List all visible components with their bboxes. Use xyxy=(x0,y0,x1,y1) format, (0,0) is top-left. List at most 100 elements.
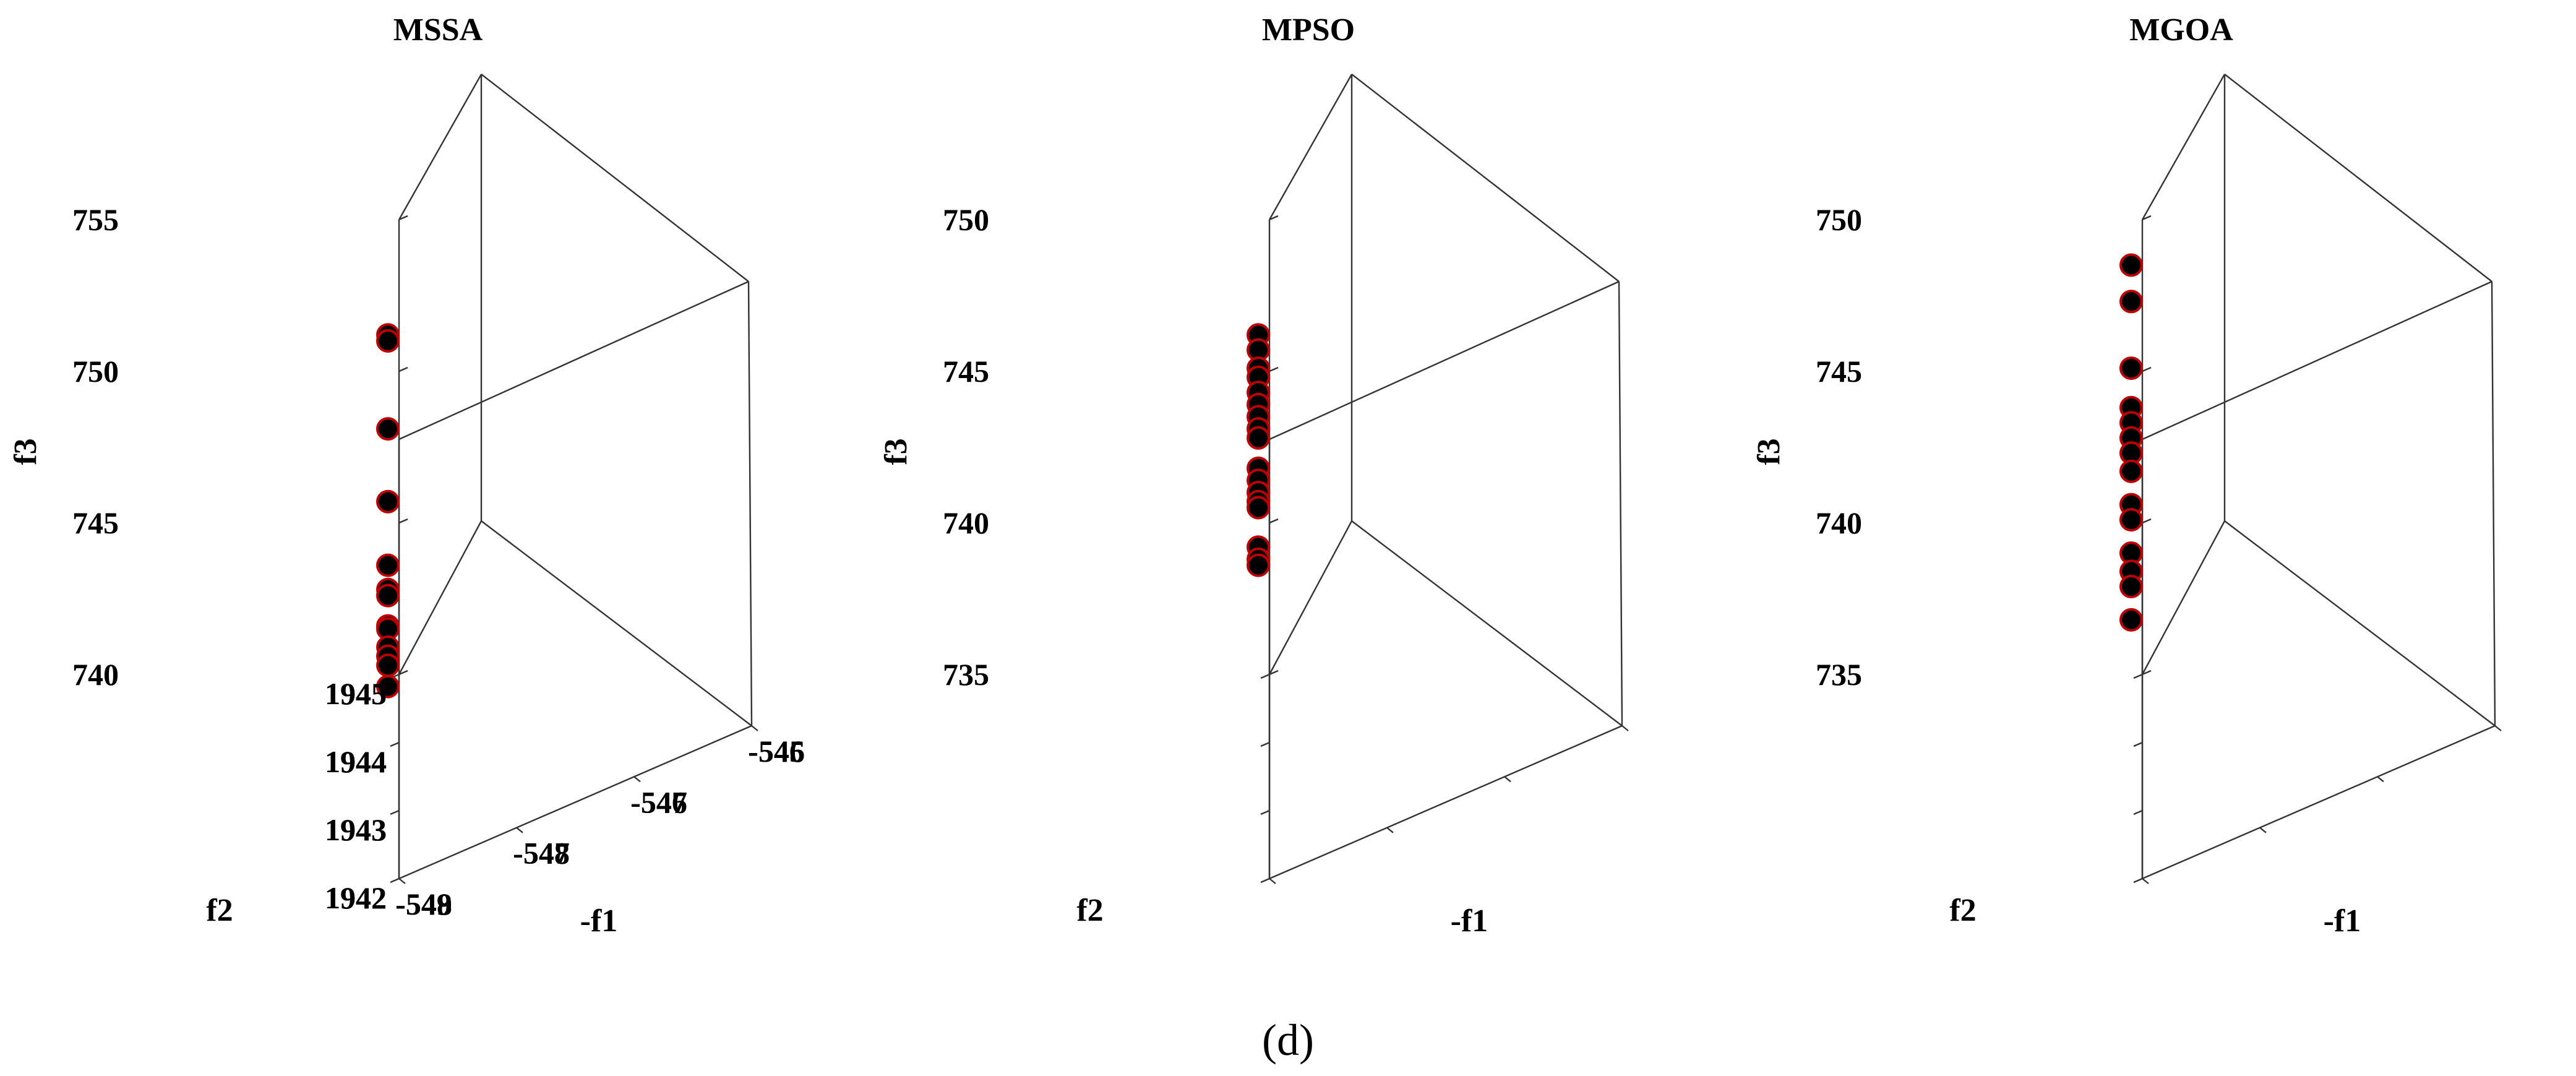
data-point xyxy=(376,583,400,608)
edge-bottom-back xyxy=(1351,520,1623,726)
y-tick-mark xyxy=(390,877,400,884)
y-tick-label: 1944 xyxy=(325,744,387,779)
x-tick-label: -548 xyxy=(513,836,570,871)
z-tick-mark xyxy=(2142,215,2152,221)
edge-bottom-left xyxy=(2141,520,2226,675)
data-point xyxy=(2119,574,2143,598)
z-tick-mark xyxy=(1269,518,1279,524)
z-tick-mark xyxy=(2142,669,2152,676)
y-tick-label: 1942 xyxy=(325,880,387,915)
edge-x-axis xyxy=(1269,725,1623,880)
data-point xyxy=(376,329,400,353)
z-tick-mark xyxy=(1269,215,1279,221)
x-tick-label: -546 xyxy=(630,785,687,819)
panel-mpso: MPSO7357407457501942194319441945-549-548… xyxy=(325,12,1629,939)
edge-right-vertical xyxy=(747,281,753,726)
x-tick-label: -549 xyxy=(395,887,452,921)
data-point xyxy=(1247,553,1270,577)
panel-title: MGOA xyxy=(2129,12,2233,48)
y-axis-label: f2 xyxy=(1076,893,1103,928)
y-tick-mark xyxy=(1260,809,1270,816)
panel-title: MPSO xyxy=(1262,12,1355,48)
z-axis-label: f3 xyxy=(8,438,43,465)
data-point xyxy=(376,489,400,514)
data-point xyxy=(2119,290,2143,314)
edge-x-axis xyxy=(2142,725,2496,880)
y-tick-mark xyxy=(390,741,400,747)
figure-caption: (d) xyxy=(1262,1015,1314,1065)
z-axis-label: f3 xyxy=(878,438,914,465)
y-tick-label: 1942 xyxy=(325,880,387,915)
data-point xyxy=(2119,608,2143,632)
z-tick-label: 750 xyxy=(943,202,989,237)
data-point xyxy=(2119,508,2143,532)
panel-mgoa: MGOA7357407457501942194319441945-549-548… xyxy=(325,12,2502,939)
x-tick-label: -549 xyxy=(395,887,452,921)
data-point xyxy=(2119,356,2143,381)
z-axis-label: f3 xyxy=(1751,438,1787,465)
edge-bottom-back xyxy=(481,520,752,726)
y-tick-label: 1942 xyxy=(325,880,387,915)
x-tick-label: -548 xyxy=(395,887,452,921)
data-point xyxy=(2119,459,2143,483)
z-tick-label: 740 xyxy=(943,506,989,540)
z-tick-label: 750 xyxy=(72,354,119,389)
panel-mssa: MSSA7407457507551942194319441945-548-547… xyxy=(8,12,805,939)
data-point xyxy=(376,674,400,699)
y-tick-label: 1945 xyxy=(325,676,387,711)
x-tick-label: -547 xyxy=(630,785,687,819)
x-tick-label: -547 xyxy=(630,785,687,819)
y-tick-label: 1944 xyxy=(325,744,387,779)
edge-top-left xyxy=(2141,74,2226,220)
z-tick-label: 740 xyxy=(72,657,119,692)
y-tick-mark xyxy=(2133,809,2143,816)
z-tick-label: 755 xyxy=(72,202,119,237)
x-tick-label: -547 xyxy=(513,836,570,871)
x-tick-mark xyxy=(1386,827,1394,833)
edge-top-left xyxy=(1268,74,1353,220)
y-tick-mark xyxy=(390,809,400,816)
x-tick-mark xyxy=(398,878,406,884)
edge-top-back xyxy=(1351,74,1620,282)
edge-right-vertical xyxy=(2491,281,2496,726)
panel-title: MSSA xyxy=(393,12,483,48)
y-tick-mark xyxy=(1260,877,1270,884)
x-tick-mark xyxy=(1504,776,1511,783)
z-tick-mark xyxy=(2142,518,2152,524)
x-tick-label: -546 xyxy=(748,734,805,768)
y-tick-label: 1943 xyxy=(325,812,387,847)
x-tick-mark xyxy=(2259,827,2267,833)
z-tick-label: 745 xyxy=(943,354,989,389)
edge-top-left xyxy=(398,74,483,220)
y-axis-label: f2 xyxy=(206,893,233,928)
z-tick-mark xyxy=(398,669,408,676)
y-tick-label: 1945 xyxy=(325,676,387,711)
x-tick-mark xyxy=(2377,776,2384,783)
edge-bottom-left xyxy=(398,520,483,675)
z-tick-mark xyxy=(398,518,408,524)
z-tick-mark xyxy=(398,215,408,221)
x-tick-mark xyxy=(2494,725,2502,731)
y-tick-mark xyxy=(2133,877,2143,884)
data-point xyxy=(1247,426,1270,450)
z-tick-mark xyxy=(398,366,408,372)
z-tick-label: 735 xyxy=(943,657,989,692)
y-tick-mark xyxy=(2133,673,2143,679)
edge-right-vertical xyxy=(1618,281,1623,726)
y-tick-label: 1943 xyxy=(325,812,387,847)
z-tick-label: 740 xyxy=(1816,506,1862,540)
x-axis-label: -f1 xyxy=(580,903,618,939)
data-point xyxy=(376,553,400,577)
y-axis-label: f2 xyxy=(1949,893,1976,928)
edge-top-back xyxy=(2224,74,2492,282)
edge-top-front xyxy=(398,280,749,441)
y-tick-label: 1944 xyxy=(325,744,387,779)
y-tick-label: 1945 xyxy=(325,676,387,711)
edge-top-front xyxy=(1269,280,1620,441)
y-tick-mark xyxy=(1260,673,1270,679)
x-tick-label: -545 xyxy=(748,734,805,768)
x-tick-mark xyxy=(751,725,758,731)
z-tick-label: 745 xyxy=(1816,354,1862,389)
y-tick-mark xyxy=(2133,741,2143,747)
